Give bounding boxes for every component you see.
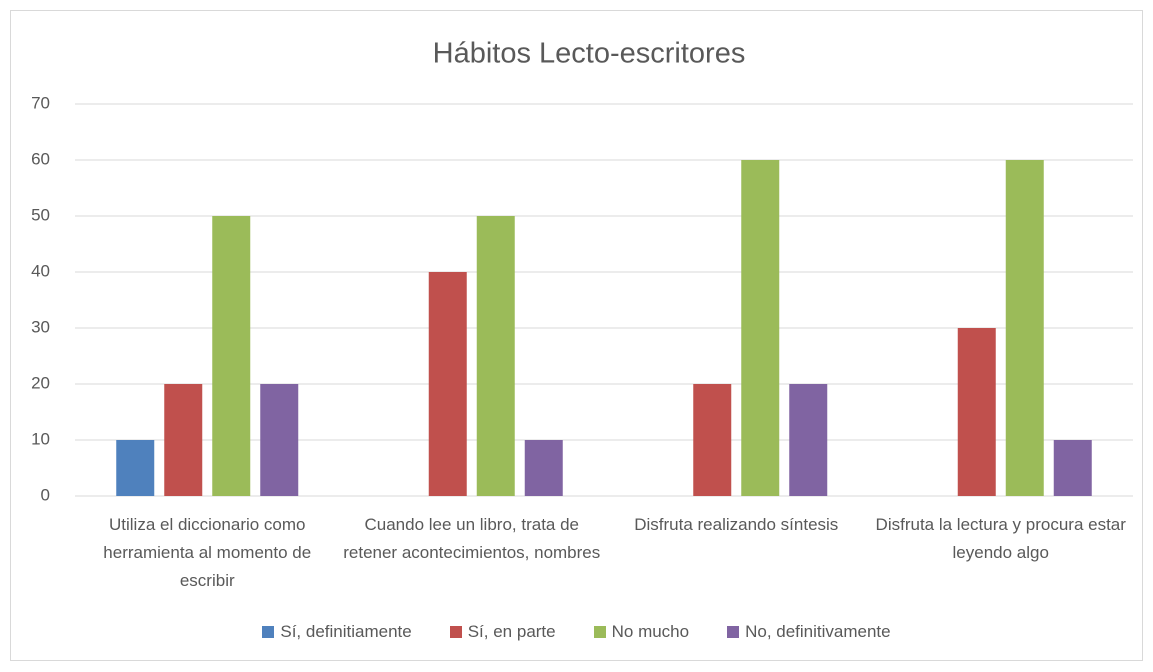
legend-swatch xyxy=(727,626,740,638)
y-tick-label: 30 xyxy=(31,317,50,336)
bar xyxy=(476,216,515,496)
legend-label: Sí, en parte xyxy=(467,622,556,641)
bar xyxy=(524,440,563,496)
legend-item: Sí, definitiamente xyxy=(262,622,412,642)
legend-swatch xyxy=(262,626,275,638)
x-tick-label: Cuando lee un libro, trata de retener ac… xyxy=(343,515,601,562)
y-tick-label: 50 xyxy=(31,205,50,224)
chart-title: Hábitos Lecto-escritores xyxy=(433,38,746,70)
bar xyxy=(741,160,780,496)
x-tick-label: Disfruta la lectura y procura estar leye… xyxy=(875,515,1126,562)
bar xyxy=(212,216,251,496)
y-tick-label: 20 xyxy=(31,373,50,392)
bar xyxy=(1053,440,1092,496)
legend: Sí, definitiamente Sí, en parte No mucho No… xyxy=(0,622,1153,642)
y-tick-label: 40 xyxy=(31,261,50,280)
bar xyxy=(957,328,996,496)
legend-label: No, definitivamente xyxy=(745,622,891,641)
chart-border xyxy=(10,10,1143,661)
y-tick-label: 10 xyxy=(31,429,50,448)
bar xyxy=(260,384,299,496)
bar xyxy=(164,384,203,496)
legend-label: Sí, definitiamente xyxy=(280,622,412,641)
legend-item: Sí, en parte xyxy=(449,622,556,642)
bar xyxy=(1005,160,1044,496)
bar xyxy=(428,272,467,496)
x-tick-label: Utiliza el diccionario como herramienta … xyxy=(103,515,312,590)
y-tick-label: 70 xyxy=(31,93,50,112)
legend-swatch xyxy=(449,626,462,638)
y-tick-label: 0 xyxy=(41,485,50,504)
bar xyxy=(116,440,155,496)
y-tick-label: 60 xyxy=(31,149,50,168)
legend-item: No, definitivamente xyxy=(727,622,891,642)
bar xyxy=(693,384,732,496)
legend-item: No mucho xyxy=(593,622,690,642)
legend-swatch xyxy=(593,626,606,638)
bar xyxy=(789,384,828,496)
legend-label: No mucho xyxy=(611,622,690,641)
x-tick-label: Disfruta realizando síntesis xyxy=(634,515,839,534)
